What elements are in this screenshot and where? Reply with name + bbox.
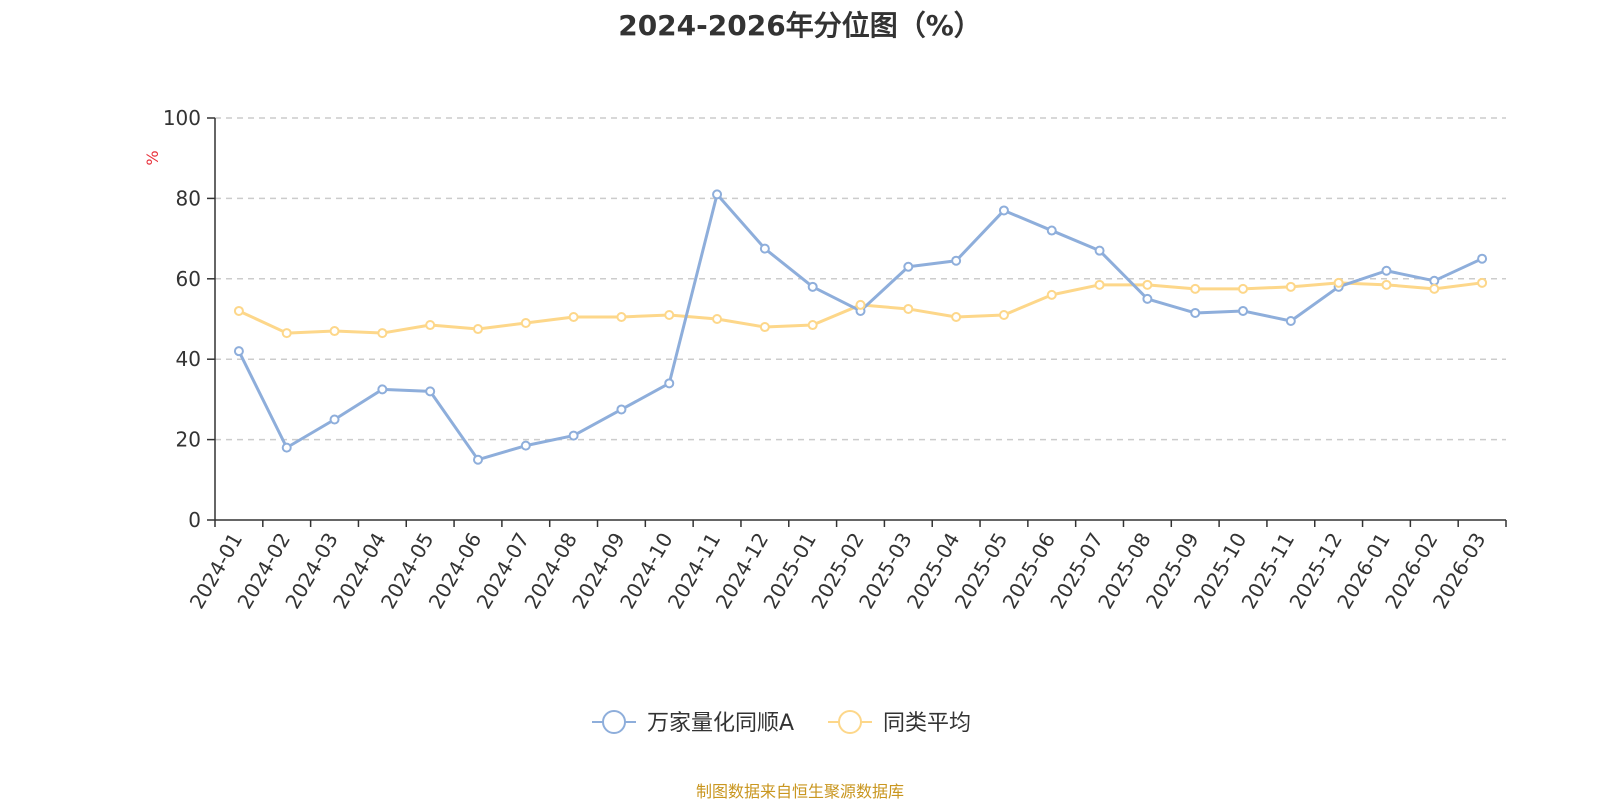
data-point [1333, 277, 1344, 288]
data-point [951, 311, 962, 322]
data-source-note: 制图数据来自恒生聚源数据库 [695, 782, 904, 801]
data-point [1477, 253, 1488, 264]
data-point [281, 442, 292, 453]
chart-title: 2024-2026年分位图（%） [618, 9, 982, 42]
data-point [1094, 279, 1105, 290]
data-point [1429, 275, 1440, 286]
data-point [712, 314, 723, 324]
data-point [568, 430, 579, 441]
data-point [1477, 277, 1488, 288]
data-point [1238, 305, 1249, 316]
data-point [568, 311, 579, 322]
data-point [1238, 283, 1249, 294]
data-point [664, 378, 675, 389]
data-point [233, 305, 244, 316]
data-point [664, 309, 675, 320]
data-point [1142, 279, 1153, 290]
data-point [377, 328, 388, 339]
data-point [1285, 281, 1296, 292]
data-point [1046, 289, 1057, 300]
legend-marker-icon [838, 710, 862, 734]
data-point [807, 281, 818, 292]
data-point [951, 255, 962, 266]
y-axis-label: % [143, 150, 162, 165]
legend-item[interactable]: 同类平均 [828, 710, 971, 736]
data-point [520, 440, 531, 451]
series [233, 189, 1488, 465]
legend-item[interactable]: 万家量化同顺A [592, 710, 794, 736]
y-tick-label: 40 [176, 347, 201, 371]
data-point [1046, 225, 1057, 236]
data-point [1381, 279, 1392, 290]
data-point [425, 320, 436, 331]
y-tick-label: 80 [176, 186, 201, 210]
data-point [1142, 293, 1153, 304]
y-tick-label: 100 [163, 106, 201, 130]
y-tick-label: 20 [176, 428, 201, 452]
data-point [233, 346, 244, 357]
data-point [903, 303, 914, 314]
data-point [616, 404, 627, 415]
legend[interactable]: 万家量化同顺A 同类平均 [592, 710, 971, 736]
data-point [1285, 316, 1296, 327]
data-point [998, 309, 1009, 320]
data-point [807, 320, 818, 331]
data-point [425, 386, 436, 397]
data-point [377, 384, 388, 395]
data-point [855, 299, 866, 310]
data-point [472, 454, 483, 465]
data-point [329, 326, 340, 337]
data-point [472, 324, 483, 335]
data-point [1429, 283, 1440, 294]
data-point [998, 205, 1009, 216]
data-point [712, 189, 723, 200]
data-point [1190, 307, 1201, 318]
data-point [329, 414, 340, 425]
y-tick-label: 0 [188, 508, 201, 532]
y-tick-label: 60 [176, 267, 201, 291]
data-point [1381, 265, 1392, 276]
data-point [520, 318, 531, 329]
data-point [1190, 283, 1201, 294]
data-point [1094, 245, 1105, 256]
data-point [759, 243, 770, 254]
legend-marker-icon [602, 710, 626, 734]
legend-label: 万家量化同顺A [647, 711, 794, 736]
data-point [903, 261, 914, 272]
data-point [616, 311, 627, 322]
data-point [281, 328, 292, 339]
legend-label: 同类平均 [883, 711, 971, 736]
data-point [759, 322, 770, 333]
